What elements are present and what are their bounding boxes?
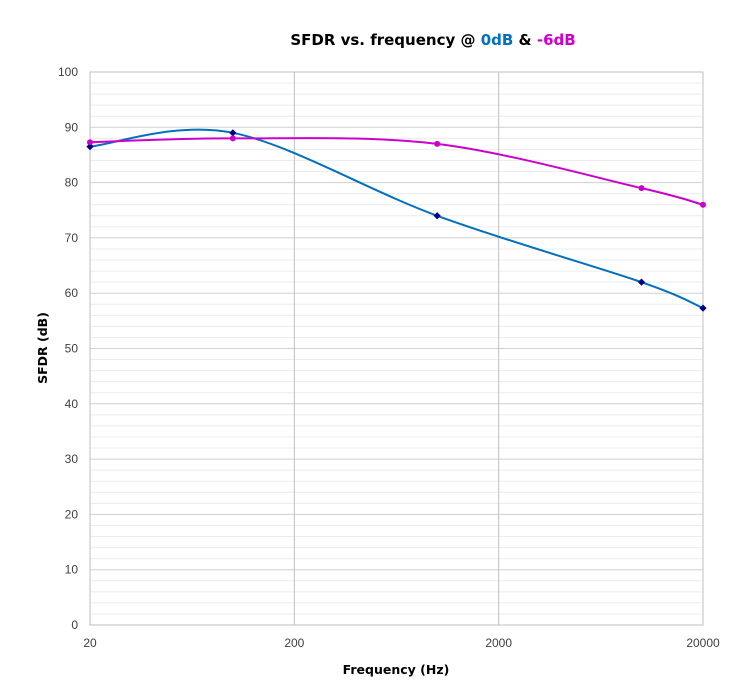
data-point: [86, 143, 94, 151]
y-tick-label: 40: [65, 397, 79, 411]
y-tick-label: 30: [65, 452, 79, 466]
y-tick-label: 100: [58, 65, 78, 79]
series-0db: [86, 128, 707, 312]
data-point: [229, 129, 237, 137]
x-tick-label: 20000: [686, 636, 720, 650]
x-tick-label: 2000: [485, 636, 512, 650]
y-tick-label: 50: [65, 342, 79, 356]
data-point: [433, 212, 441, 220]
chart-title-series-0db: 0dB: [481, 31, 514, 49]
series-layer: [86, 128, 707, 312]
chart-title-separator: &: [513, 31, 537, 49]
x-tick-label: 200: [284, 636, 304, 650]
chart-title-prefix: SFDR vs. frequency @: [290, 31, 480, 49]
series-minus-6db: [87, 135, 706, 208]
x-axis-ticks: 20 200 2000 20000: [83, 636, 720, 650]
data-point: [229, 135, 236, 142]
major-gridlines: [89, 71, 704, 626]
plot-area-border: [89, 71, 704, 626]
data-point: [87, 139, 93, 146]
minor-gridlines: [90, 82, 703, 615]
data-point: [434, 140, 441, 147]
chart-title: SFDR vs. frequency @ 0dB & -6dB: [290, 31, 575, 49]
x-axis-label: Frequency (Hz): [343, 662, 450, 677]
y-tick-label: 80: [65, 176, 79, 190]
data-point: [638, 185, 645, 192]
data-point: [637, 278, 646, 286]
y-tick-label: 0: [71, 618, 78, 632]
series-line: [89, 128, 704, 310]
y-tick-label: 70: [65, 231, 79, 245]
chart-title-series-6db: -6dB: [537, 31, 576, 49]
data-point: [700, 201, 706, 208]
y-axis-label: SFDR (dB): [35, 312, 50, 384]
y-tick-label: 10: [65, 563, 79, 577]
x-tick-label: 20: [83, 636, 97, 650]
y-tick-label: 90: [65, 120, 79, 134]
data-point: [699, 304, 707, 312]
y-tick-label: 20: [65, 507, 79, 521]
y-axis-ticks: 0 10 20 30 40 50 60 70 80 90 100: [58, 65, 78, 632]
y-tick-label: 60: [65, 286, 79, 300]
